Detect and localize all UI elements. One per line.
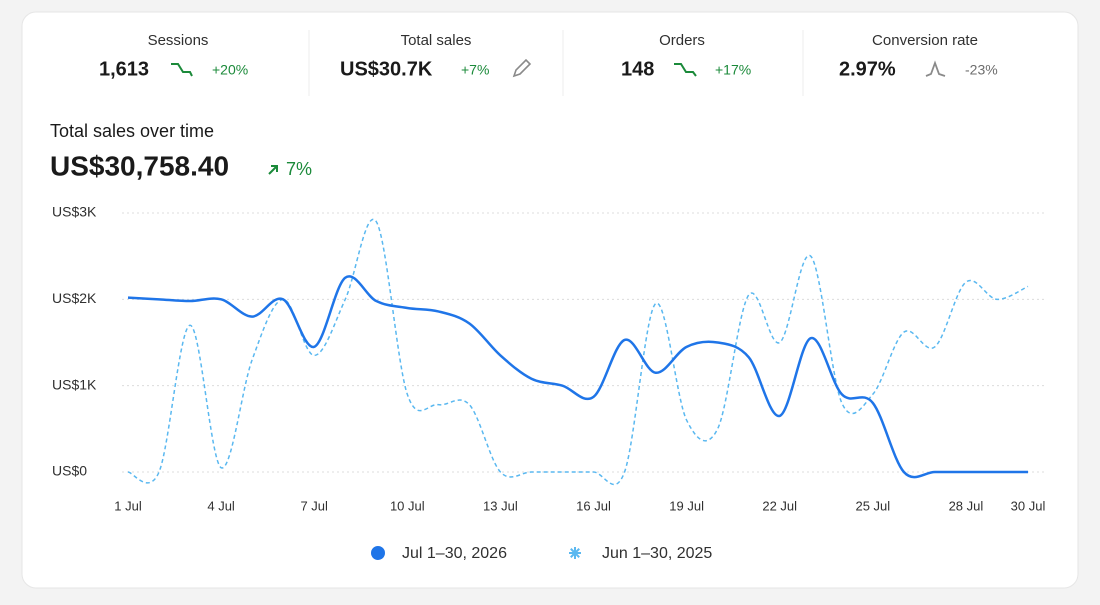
metric-change: +17%	[715, 62, 751, 78]
metric-value: 148	[621, 58, 654, 80]
x-tick-label: 30 Jul	[1011, 498, 1046, 513]
chart-title: Total sales over time	[50, 121, 214, 141]
x-tick-label: 7 Jul	[300, 498, 328, 513]
x-tick-label: 19 Jul	[669, 498, 704, 513]
total-value: US$30,758.40	[50, 150, 229, 181]
legend-label: Jun 1–30, 2025	[602, 545, 712, 562]
metric-change: -23%	[965, 62, 998, 78]
metric-change: +7%	[461, 62, 489, 78]
x-tick-label: 22 Jul	[762, 498, 797, 513]
legend-marker	[569, 547, 581, 559]
x-tick-label: 4 Jul	[207, 498, 235, 513]
y-tick-label: US$2K	[52, 290, 97, 306]
up-arrow	[268, 165, 278, 175]
legend-marker	[371, 546, 385, 560]
series-line	[127, 218, 1029, 486]
x-tick-label: 25 Jul	[855, 498, 890, 513]
y-tick-label: US$0	[52, 463, 87, 479]
y-tick-label: US$1K	[52, 376, 97, 392]
legend-marker-ray	[574, 548, 580, 554]
metric-label: Total sales	[401, 32, 472, 49]
trend-icon	[925, 60, 946, 77]
total-change: 7%	[286, 159, 312, 179]
x-tick-label: 16 Jul	[576, 498, 611, 513]
metric-label: Sessions	[148, 32, 209, 49]
metric-change: +20%	[212, 62, 248, 78]
x-tick-label: 28 Jul	[949, 498, 984, 513]
metric-value: 2.97%	[839, 58, 896, 80]
x-tick-label: 1 Jul	[114, 498, 142, 513]
trend-icon	[171, 63, 193, 77]
series-line	[127, 275, 1028, 479]
metric-value: US$30.7K	[340, 58, 433, 80]
x-tick-label: 10 Jul	[390, 498, 425, 513]
card	[21, 11, 1079, 589]
trend-icon	[674, 63, 697, 77]
edit-icon[interactable]	[512, 58, 532, 78]
metric-value: 1,613	[99, 58, 149, 80]
metric-label: Conversion rate	[872, 32, 978, 49]
metric-label: Orders	[659, 32, 705, 49]
y-tick-label: US$3K	[52, 204, 97, 220]
legend-label: Jul 1–30, 2026	[402, 545, 507, 562]
x-tick-label: 13 Jul	[483, 498, 518, 513]
